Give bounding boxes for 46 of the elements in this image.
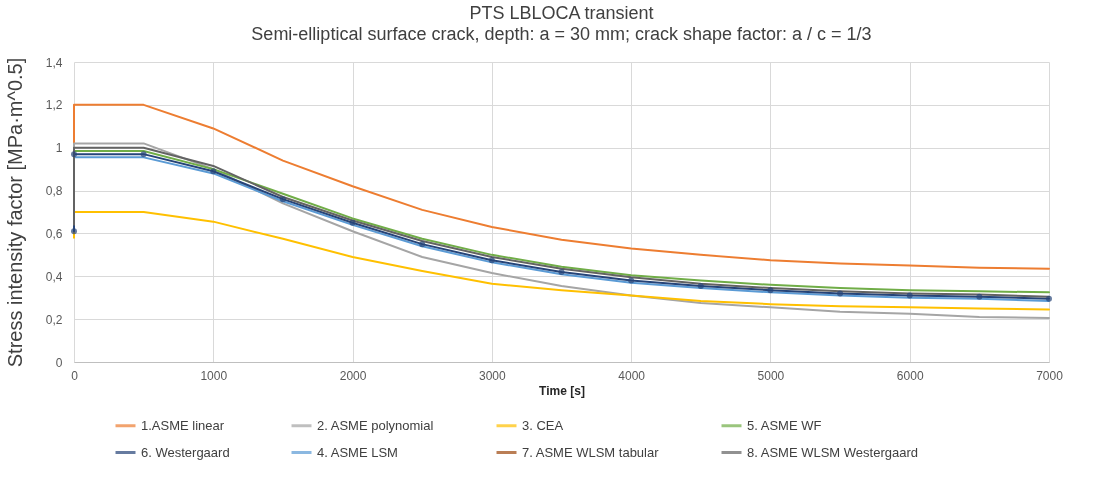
point [697, 282, 704, 289]
y-tick-label: 1 [55, 141, 63, 156]
y-tick-label: 0 [55, 355, 63, 370]
point [71, 151, 77, 158]
legend-label: 3. CEA [522, 417, 564, 433]
x-tick-label: 4000 [618, 368, 646, 383]
x-tick-label: 3000 [479, 368, 507, 383]
point [1046, 295, 1052, 302]
y-tick-label: 0,8 [45, 184, 63, 199]
legend-label: 1.ASME linear [141, 417, 225, 433]
chart-subtitle: Semi-elliptical surface crack, depth: a = 30 mm; crack shape factor: a / c = 1/3 [251, 24, 872, 44]
point [488, 257, 495, 264]
point [558, 269, 565, 275]
point [279, 196, 286, 203]
line-series [73, 103, 1050, 270]
x-tick-label: 0 [71, 368, 79, 383]
point [628, 277, 635, 284]
x-tick-label: 2000 [339, 368, 367, 383]
legend-label: 6. Westergaard [141, 444, 230, 460]
point [906, 292, 913, 299]
x-tick-label: 6000 [896, 368, 924, 383]
x-axis-title: Time [s] [539, 383, 585, 398]
y-tick-label: 1,4 [45, 55, 63, 70]
legend-label: 8. ASME WLSM Westergaard [747, 444, 918, 460]
legend-label: 2. ASME polynomial [317, 417, 434, 433]
y-tick-label: 1,2 [45, 98, 63, 113]
point [140, 151, 147, 158]
point [837, 290, 844, 297]
point [210, 168, 217, 175]
point [349, 219, 356, 226]
x-tick-label: 5000 [757, 368, 785, 383]
point [767, 287, 774, 294]
legend-label: 7. ASME WLSM tabular [522, 444, 660, 460]
y-tick-label: 0,6 [45, 226, 63, 241]
legend-label: 4. ASME LSM [317, 444, 398, 460]
y-tick-label: 0,2 [45, 312, 63, 327]
y-tick-label: 0,4 [45, 269, 63, 284]
point [71, 228, 77, 235]
point [976, 293, 983, 300]
point [419, 241, 426, 248]
x-tick-label: 1000 [200, 368, 228, 383]
line-series [73, 211, 1050, 311]
chart-title: PTS LBLOCA transient [469, 3, 654, 23]
y-axis-title: Stress intensity factor [MPa·m^0.5] [3, 57, 26, 368]
legend-label: 5. ASME WF [747, 417, 822, 433]
x-tick-label: 7000 [1036, 368, 1064, 383]
